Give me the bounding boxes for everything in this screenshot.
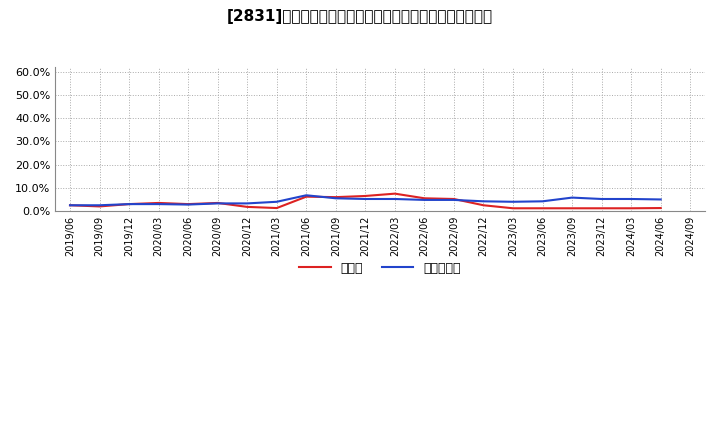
現隈金 — [539, 205, 547, 211]
現隈金 — [213, 200, 222, 205]
現隈金 — [125, 202, 133, 207]
有利子負債 — [66, 203, 74, 208]
現隈金 — [420, 196, 428, 201]
有利子負債 — [272, 199, 281, 205]
有利子負債 — [539, 199, 547, 204]
有利子負債 — [627, 196, 636, 202]
有利子負債 — [598, 196, 606, 202]
有利子負債 — [657, 197, 665, 202]
現隈金 — [361, 193, 369, 198]
現隈金 — [627, 205, 636, 211]
有利子負債 — [243, 201, 251, 206]
現隈金 — [302, 194, 310, 199]
有利子負債 — [125, 202, 133, 207]
有利子負債 — [331, 196, 340, 201]
Legend: 現隈金, 有利子負債: 現隈金, 有利子負債 — [294, 257, 466, 280]
現隈金 — [243, 204, 251, 209]
有利子負債 — [449, 197, 458, 202]
Line: 現隈金: 現隈金 — [70, 194, 661, 208]
有利子負債 — [480, 199, 488, 204]
現隈金 — [598, 205, 606, 211]
有利子負債 — [302, 193, 310, 198]
有利子負債 — [213, 201, 222, 206]
有利子負債 — [509, 199, 518, 205]
現隈金 — [390, 191, 399, 196]
現隈金 — [95, 204, 104, 209]
現隈金 — [657, 205, 665, 211]
現隈金 — [154, 200, 163, 205]
現隈金 — [331, 194, 340, 200]
現隈金 — [480, 203, 488, 208]
有利子負債 — [95, 203, 104, 208]
現隈金 — [184, 202, 192, 207]
有利子負債 — [184, 202, 192, 207]
Text: [2831]　現隈金、有利子負債の総資産に対する比率の推移: [2831] 現隈金、有利子負債の総資産に対する比率の推移 — [227, 9, 493, 24]
有利子負債 — [361, 196, 369, 202]
有利子負債 — [420, 197, 428, 202]
現隈金 — [509, 205, 518, 211]
現隈金 — [66, 203, 74, 208]
有利子負債 — [390, 196, 399, 202]
有利子負債 — [154, 202, 163, 207]
現隈金 — [568, 205, 577, 211]
Line: 有利子負債: 有利子負債 — [70, 195, 661, 205]
有利子負債 — [568, 195, 577, 200]
現隈金 — [449, 196, 458, 202]
現隈金 — [272, 205, 281, 211]
